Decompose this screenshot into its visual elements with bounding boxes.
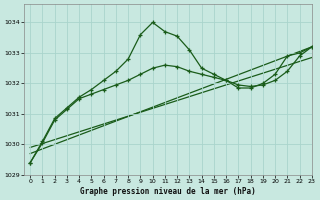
X-axis label: Graphe pression niveau de la mer (hPa): Graphe pression niveau de la mer (hPa) xyxy=(80,187,256,196)
